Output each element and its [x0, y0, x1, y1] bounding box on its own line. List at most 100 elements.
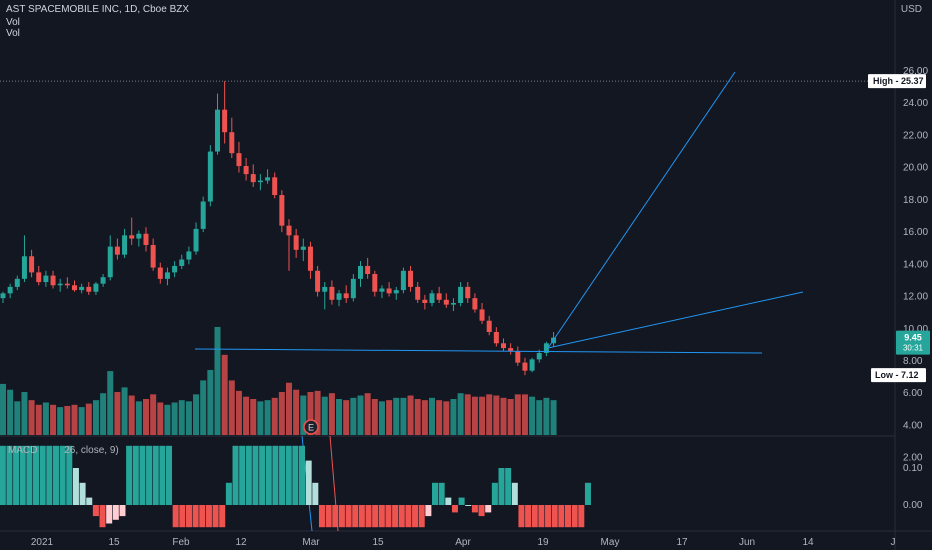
volume-bar	[21, 392, 28, 435]
macd-hist-bar	[538, 505, 545, 528]
volume-bar	[257, 401, 264, 435]
macd-hist-bar	[458, 497, 465, 505]
macd-label[interactable]: MACD 26, close, 9)	[8, 445, 119, 456]
candle-body	[515, 351, 521, 363]
price-tick-label: 4.00	[903, 420, 923, 431]
candle-body	[493, 332, 499, 344]
time-tick-label: Jun	[739, 537, 755, 548]
macd-hist-bar	[239, 445, 246, 505]
macd-hist-bar	[332, 505, 339, 528]
macd-hist-bar	[272, 445, 279, 505]
macd-hist-bar	[372, 505, 379, 528]
time-tick-label: 12	[235, 537, 247, 548]
macd-hist-bar	[106, 505, 113, 524]
macd-hist-bar	[445, 497, 452, 505]
candle-body	[164, 272, 170, 279]
volume-bar	[450, 399, 457, 435]
macd-hist-bar	[498, 468, 505, 505]
volume-bar	[50, 404, 57, 435]
candle-body	[86, 286, 92, 292]
macd-hist-bar	[378, 505, 385, 528]
volume-bar	[529, 396, 536, 435]
candle-body	[64, 283, 70, 286]
candle-body	[100, 277, 106, 284]
volume-bar	[150, 394, 157, 435]
volume-bar	[293, 389, 300, 435]
candle-body	[57, 283, 63, 286]
candle-body	[229, 132, 235, 154]
time-tick-label: 2021	[31, 537, 54, 548]
macd-hist-bar	[418, 505, 425, 528]
candle-body	[150, 245, 156, 268]
volume-bar	[286, 382, 292, 435]
countdown-text: 30:31	[903, 344, 924, 353]
price-tick-label: 6.00	[903, 388, 923, 399]
macd-histogram	[0, 445, 591, 528]
volume-bar	[178, 400, 185, 435]
candle-body	[0, 293, 6, 299]
volume-bar	[243, 396, 250, 435]
price-tick-label: 10.00	[903, 324, 928, 335]
currency-label: USD	[900, 4, 922, 15]
macd-hist-bar	[146, 445, 153, 505]
candle-body	[393, 290, 399, 294]
macd-hist-bar	[245, 445, 252, 505]
chart-title[interactable]: AST SPACEMOBILE INC, 1D, Cboe BZX	[6, 4, 190, 15]
candle-body	[179, 259, 185, 266]
time-axis[interactable]: 2021 15 Feb 12 Mar 15 Apr 19 May 17 Jun 14 J	[31, 537, 896, 548]
macd-hist-bar	[259, 445, 266, 505]
volume-bar	[28, 400, 35, 435]
macd-hist-bar	[179, 505, 186, 528]
macd-hist-bar	[132, 445, 139, 505]
volume-bar	[350, 397, 357, 435]
volume-bar	[479, 396, 486, 435]
price-tick-label: 26.00	[903, 66, 928, 77]
time-tick-label: 14	[802, 537, 814, 548]
macd-hist-bar	[485, 505, 492, 513]
candle-body	[450, 303, 456, 305]
candle-body	[436, 293, 442, 300]
volume-bar	[486, 394, 493, 435]
macd-hist-bar	[166, 445, 173, 505]
candle-body	[236, 153, 242, 167]
candle-body	[257, 180, 263, 183]
volume-bar	[536, 400, 543, 435]
macd-hist-bar	[545, 505, 552, 528]
price-tick-label: 16.00	[903, 227, 928, 238]
candle-body	[329, 286, 335, 300]
macd-params: 26, close, 9)	[64, 445, 119, 456]
volume-bar	[164, 404, 171, 435]
time-tick-label: Feb	[172, 537, 190, 548]
candle-body	[358, 265, 363, 279]
macd-hist-bar	[212, 505, 219, 528]
price-tick-label: 8.00	[903, 356, 923, 367]
macd-hist-bar	[225, 482, 232, 505]
volume-bar	[193, 394, 200, 435]
candle-body	[386, 288, 392, 294]
price-axis[interactable]: 26.00 24.00 22.00 20.00 18.00 16.00 14.00 12.00…	[903, 66, 928, 511]
volume-bar	[543, 397, 550, 435]
candle-body	[107, 246, 113, 278]
volume-bar	[235, 390, 242, 435]
volume-indicator-label[interactable]: Vol	[6, 17, 20, 28]
macd-hist-bar	[252, 445, 259, 505]
macd-tick-label: 0.10	[903, 463, 923, 474]
candle-body	[200, 201, 206, 229]
macd-hist-bar	[39, 445, 46, 505]
last-price-text: 9.45	[904, 333, 922, 343]
volume-bars	[0, 327, 557, 435]
volume-indicator-label-2[interactable]: Vol	[6, 28, 20, 39]
time-tick-label: Mar	[302, 537, 320, 548]
macd-hist-bar	[338, 505, 345, 528]
price-tick-label: 14.00	[903, 259, 928, 270]
volume-bar	[171, 402, 178, 435]
macd-hist-bar	[285, 445, 292, 505]
candle-body	[50, 275, 56, 286]
macd-hist-bar	[112, 505, 119, 520]
support-line	[194, 348, 763, 354]
macd-hist-bar	[471, 505, 478, 513]
volume-bar	[307, 392, 314, 435]
macd-hist-bar	[292, 445, 299, 505]
